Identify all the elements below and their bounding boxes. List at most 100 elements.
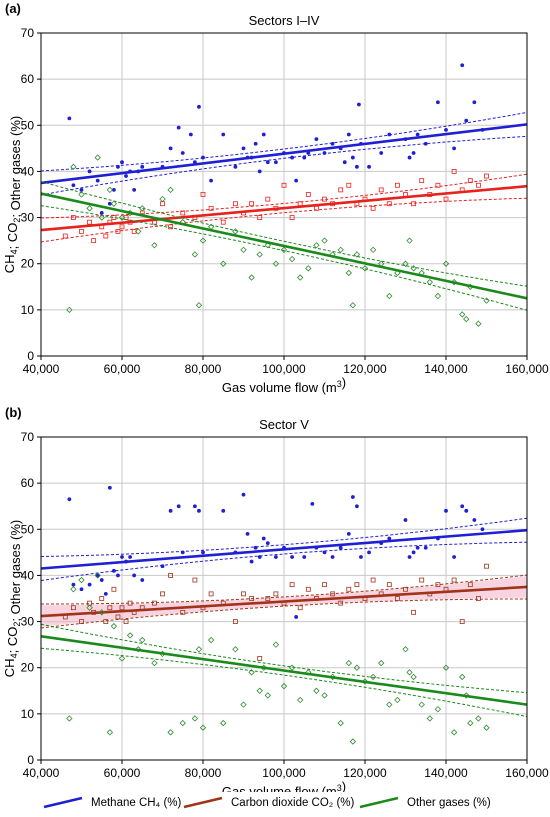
data-point bbox=[195, 302, 203, 309]
data-point bbox=[123, 619, 129, 624]
data-point bbox=[411, 550, 416, 555]
x-tick-label: 100,000 bbox=[262, 766, 306, 780]
data-point bbox=[160, 564, 165, 569]
data-point bbox=[423, 545, 428, 550]
data-point bbox=[120, 160, 124, 165]
data-point bbox=[415, 132, 420, 137]
data-point bbox=[475, 715, 482, 722]
data-point bbox=[435, 182, 441, 188]
data-point bbox=[289, 582, 295, 588]
data-point bbox=[140, 164, 145, 169]
data-point bbox=[167, 186, 174, 194]
data-point bbox=[290, 555, 294, 559]
y-tick-label: 70 bbox=[21, 26, 35, 40]
data-point bbox=[70, 586, 77, 593]
data-point bbox=[434, 292, 442, 300]
data-point bbox=[78, 576, 85, 584]
data-point bbox=[180, 550, 185, 555]
data-point bbox=[112, 187, 116, 192]
data-point bbox=[345, 269, 352, 277]
data-point bbox=[406, 669, 413, 676]
data-point bbox=[330, 141, 335, 146]
data-point bbox=[386, 582, 392, 588]
data-point bbox=[415, 545, 420, 550]
data-point bbox=[103, 233, 109, 239]
data-point bbox=[67, 116, 72, 121]
y-tick-label: 0 bbox=[27, 753, 34, 767]
data-point bbox=[367, 164, 371, 169]
data-point bbox=[241, 146, 246, 151]
x-tick-label: 60,000 bbox=[104, 766, 141, 780]
data-point bbox=[369, 246, 377, 254]
legend-item-methane: Methane CH₄ (%) bbox=[42, 793, 181, 813]
data-point bbox=[106, 729, 114, 736]
data-point bbox=[79, 619, 84, 624]
x-axis-label: Gas volume flow (m3) bbox=[222, 375, 346, 395]
data-point bbox=[406, 237, 413, 244]
data-point bbox=[410, 265, 417, 272]
data-point bbox=[386, 292, 393, 300]
data-point bbox=[221, 132, 226, 137]
y-tick-label: 40 bbox=[21, 568, 35, 582]
legend-swatch-co2 bbox=[183, 796, 223, 809]
data-point bbox=[403, 586, 408, 592]
data-point bbox=[480, 527, 485, 532]
series-methane bbox=[40, 63, 528, 215]
y-tick-label: 30 bbox=[21, 615, 35, 629]
fit-line bbox=[40, 585, 528, 618]
data-point bbox=[159, 195, 166, 203]
data-point bbox=[207, 636, 215, 644]
data-point bbox=[208, 205, 214, 211]
data-point bbox=[71, 183, 76, 188]
data-point bbox=[180, 210, 186, 216]
data-point bbox=[220, 219, 226, 225]
panel-label: (a) bbox=[5, 1, 21, 16]
fit-line bbox=[40, 123, 528, 185]
chart-panel-b: (b) Sector V 40,000 60,000 80,000 100,000 120,… bbox=[2, 405, 549, 792]
data-point bbox=[179, 719, 186, 727]
data-point bbox=[426, 715, 433, 722]
plot-frame bbox=[40, 32, 528, 357]
data-point bbox=[87, 169, 92, 174]
data-point bbox=[350, 155, 355, 160]
data-point bbox=[346, 132, 351, 137]
confidence-bound bbox=[40, 541, 528, 581]
data-point bbox=[191, 715, 199, 722]
data-point bbox=[297, 696, 304, 704]
data-point bbox=[120, 555, 124, 559]
data-point bbox=[264, 242, 271, 249]
confidence-bound bbox=[40, 111, 528, 172]
fit-line bbox=[40, 635, 528, 706]
x-tick-label: 120,000 bbox=[343, 766, 387, 780]
data-point bbox=[119, 224, 125, 230]
data-point bbox=[180, 609, 186, 615]
data-point bbox=[107, 605, 113, 611]
data-point bbox=[126, 632, 134, 639]
data-point bbox=[369, 673, 377, 681]
y-axis-label: CH4; CO2; Other gases (%) bbox=[2, 520, 23, 677]
data-point bbox=[265, 160, 270, 165]
data-point bbox=[98, 609, 105, 616]
data-point bbox=[87, 600, 92, 606]
legend-label-methane: Methane CH₄ (%) bbox=[91, 797, 182, 809]
series-other bbox=[40, 572, 528, 745]
data-point bbox=[387, 536, 392, 541]
data-point bbox=[407, 155, 412, 160]
data-point bbox=[411, 201, 417, 207]
y-tick-label: 50 bbox=[21, 118, 35, 132]
data-point bbox=[232, 646, 239, 653]
data-point bbox=[444, 508, 448, 513]
data-point bbox=[435, 582, 441, 588]
data-point bbox=[281, 182, 287, 188]
data-point bbox=[248, 669, 255, 676]
data-point bbox=[67, 497, 72, 502]
data-point bbox=[199, 237, 207, 244]
data-point bbox=[322, 196, 327, 202]
data-point bbox=[257, 555, 262, 559]
data-point bbox=[378, 659, 385, 667]
data-point bbox=[191, 251, 199, 258]
data-point bbox=[280, 246, 288, 254]
data-point bbox=[483, 297, 490, 304]
legend-item-other: Other gases (%) bbox=[358, 793, 491, 813]
